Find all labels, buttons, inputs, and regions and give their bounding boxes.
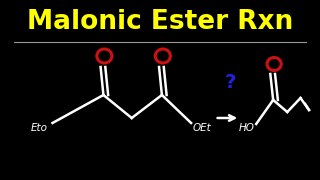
Text: ?: ? (225, 73, 236, 91)
Text: Malonic Ester Rxn: Malonic Ester Rxn (27, 9, 293, 35)
Text: HO: HO (239, 123, 255, 133)
Text: Eto: Eto (31, 123, 48, 133)
Text: OEt: OEt (193, 123, 212, 133)
